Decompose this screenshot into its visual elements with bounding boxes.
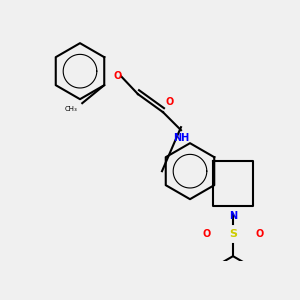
Text: O: O: [113, 71, 121, 81]
Text: O: O: [203, 229, 211, 239]
Text: N: N: [229, 211, 237, 221]
Text: O: O: [255, 229, 263, 239]
Text: O: O: [166, 97, 174, 107]
Text: NH: NH: [173, 133, 189, 143]
Text: S: S: [229, 229, 237, 239]
Text: CH₃: CH₃: [64, 106, 77, 112]
